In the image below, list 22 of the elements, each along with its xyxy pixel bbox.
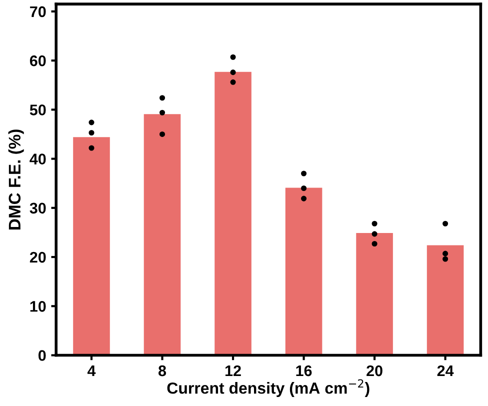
- y-tick-label: 0: [38, 350, 46, 361]
- x-tick-label: 24: [437, 365, 454, 376]
- bar: [426, 245, 464, 356]
- y-tick-label: 30: [30, 202, 46, 214]
- y-tick-label: 50: [30, 104, 46, 116]
- bar: [73, 137, 110, 356]
- x-tick-label: 4: [87, 366, 96, 376]
- x-axis-title: Current density (mA cm$^{−2}$): [167, 379, 370, 397]
- x-tick-label: 20: [366, 365, 382, 376]
- bar: [214, 72, 252, 356]
- x-tick-label: 12: [225, 365, 241, 376]
- y-tick-label: 70: [30, 6, 46, 18]
- y-tick-label: 20: [30, 252, 46, 263]
- bar: [144, 114, 181, 356]
- y-axis-title: DMC F.E. (%): [8, 130, 24, 230]
- bar: [356, 232, 393, 356]
- x-tick-label: 16: [296, 365, 312, 376]
- bar: [285, 188, 322, 356]
- y-tick-label: 10: [30, 301, 46, 312]
- y-tick-label: 40: [30, 154, 46, 164]
- y-tick-label: 60: [30, 55, 46, 66]
- x-tick-label: 8: [158, 365, 166, 376]
